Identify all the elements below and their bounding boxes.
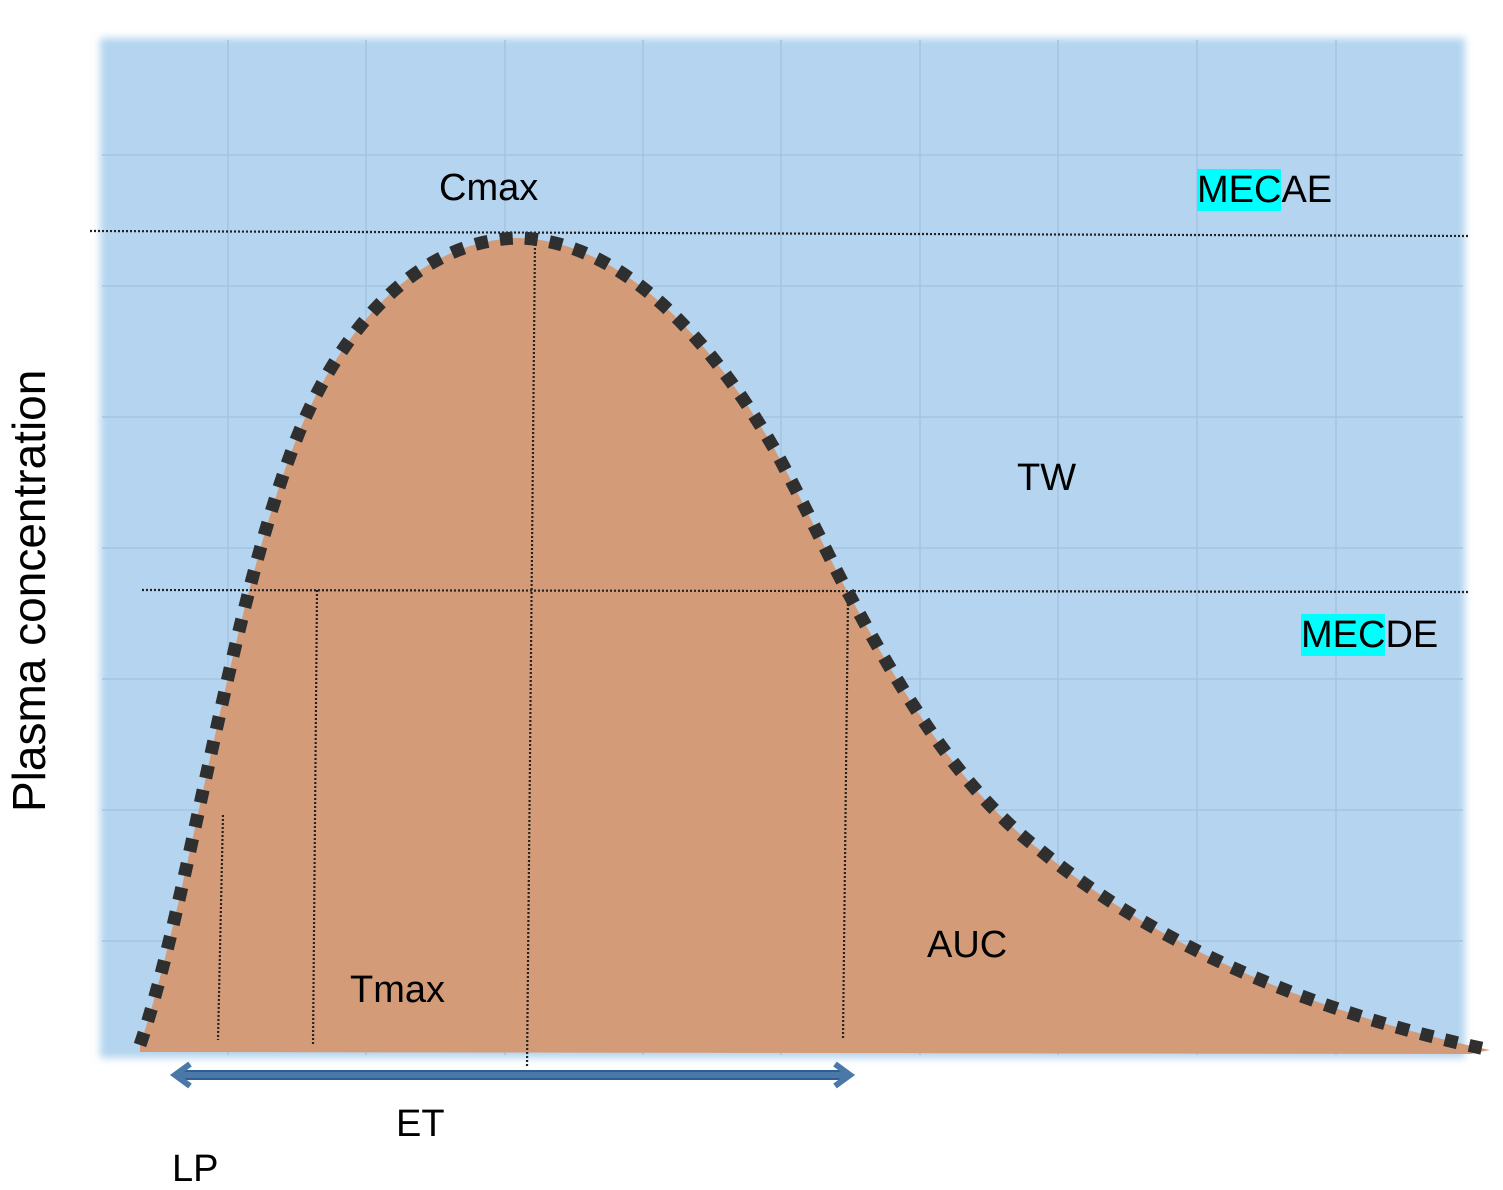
et-arrow: [169, 1061, 856, 1089]
mec-de-line: [141, 588, 1471, 594]
mec-ae-suffix: AE: [1281, 169, 1333, 211]
mec-de-label: MECDE: [1301, 614, 1439, 656]
y-axis-label: Plasma concentration: [3, 369, 55, 812]
cmax-label: Cmax: [439, 167, 539, 209]
auc-label: AUC: [927, 924, 1008, 966]
vertical-reference-lines: [216, 239, 850, 1069]
mec-de-highlight: MEC: [1301, 614, 1386, 656]
tmax-label: Tmax: [350, 969, 445, 1011]
auc-area: [140, 238, 1490, 1054]
tw-label: TW: [1017, 457, 1077, 499]
onset-vertical-line: [311, 589, 319, 1047]
mec-de-suffix: DE: [1385, 614, 1439, 656]
mec-ae-label: MECAE: [1197, 169, 1333, 211]
offset-vertical-line: [841, 595, 850, 1039]
mec-ae-highlight: MEC: [1197, 169, 1282, 211]
lp-vertical-line: [216, 814, 225, 1041]
et-label: ET: [396, 1103, 445, 1145]
lp-label: LP: [172, 1148, 219, 1190]
